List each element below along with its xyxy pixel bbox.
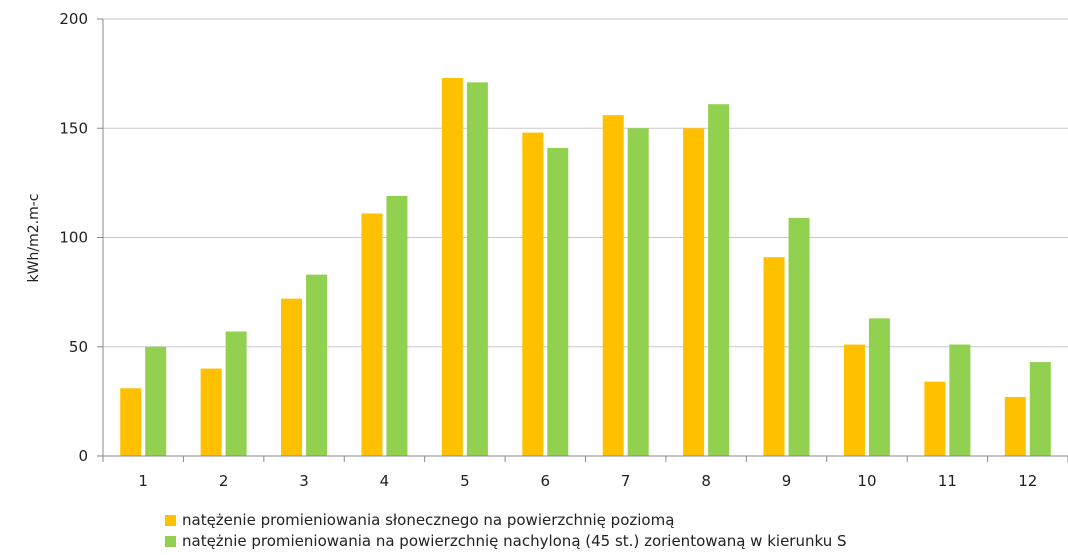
x-tick-label: 8 (701, 472, 711, 490)
bar-series-2 (868, 318, 890, 456)
y-tick-label: 100 (59, 229, 88, 247)
y-tick-labels: 0 50 100 150 200 (59, 10, 88, 465)
x-tick-labels: 1 2 3 4 5 6 7 8 9 10 11 12 (138, 472, 1037, 490)
bar-series-2 (225, 331, 247, 456)
x-tick-label: 11 (938, 472, 957, 490)
bar-series-1 (924, 381, 946, 456)
y-tick-label: 150 (59, 119, 88, 137)
bar-series-1 (200, 368, 222, 456)
legend: natężenie promieniowania słonecznego na … (165, 510, 847, 552)
bar-series-1 (120, 388, 142, 456)
bar-series-1 (683, 128, 705, 456)
legend-item-horizontal: natężenie promieniowania słonecznego na … (165, 510, 847, 531)
x-tick-label: 7 (621, 472, 631, 490)
bar-series-2 (306, 274, 328, 456)
bar-series-1 (522, 132, 544, 456)
axes (97, 18, 1068, 462)
legend-label-horizontal: natężenie promieniowania słonecznego na … (182, 511, 675, 529)
y-axis-label: kWh/m2.m-c (26, 194, 42, 283)
bar-series-1 (602, 115, 624, 456)
x-tick-label: 2 (219, 472, 229, 490)
bars (120, 77, 1051, 457)
bar-series-1 (763, 257, 785, 456)
x-tick-label: 10 (857, 472, 876, 490)
bar-series-1 (361, 213, 383, 456)
bar-series-2 (386, 195, 408, 457)
bar-series-2 (145, 346, 167, 456)
bar-series-2 (1029, 362, 1051, 456)
bar-series-1 (281, 298, 303, 456)
bar-series-2 (949, 344, 971, 456)
x-tick-label: 3 (299, 472, 309, 490)
y-tick-label: 0 (78, 447, 88, 465)
legend-label-tilted: natężnie promieniowania na powierzchnię … (182, 532, 847, 550)
x-tick-label: 6 (541, 472, 551, 490)
x-tick-label: 5 (460, 472, 470, 490)
bar-series-2 (466, 82, 488, 457)
bar-series-1 (1004, 397, 1026, 456)
gridlines (103, 18, 1068, 348)
legend-swatch-horizontal (165, 515, 176, 526)
legend-item-tilted: natężnie promieniowania na powierzchnię … (165, 531, 847, 552)
bar-series-2 (708, 104, 730, 456)
x-tick-label: 4 (380, 472, 390, 490)
x-tick-label: 12 (1018, 472, 1037, 490)
bar-series-1 (843, 344, 865, 456)
bar-series-1 (441, 77, 463, 457)
bar-series-2 (627, 128, 649, 456)
legend-swatch-tilted (165, 536, 176, 547)
x-tick-label: 9 (782, 472, 792, 490)
y-tick-label: 50 (69, 338, 88, 356)
bar-series-2 (788, 217, 810, 456)
x-tick-label: 1 (138, 472, 148, 490)
bar-series-2 (547, 147, 569, 457)
y-tick-label: 200 (59, 10, 88, 28)
